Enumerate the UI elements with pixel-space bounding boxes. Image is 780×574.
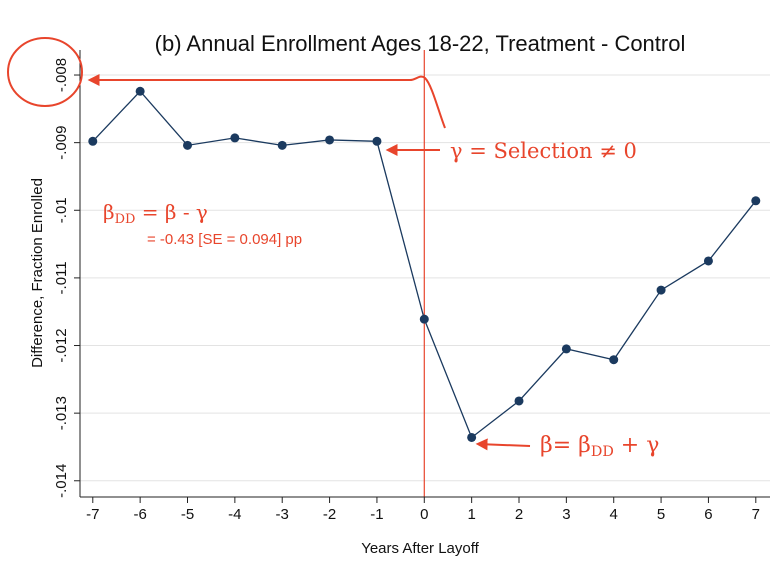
annotation-part: β= β	[540, 433, 591, 458]
x-tick-label: -4	[228, 506, 241, 523]
y-tick-label: -.014	[53, 464, 70, 498]
x-tick-label: -5	[181, 506, 194, 523]
marker	[751, 196, 761, 206]
marker	[561, 344, 571, 354]
chart-title: (b) Annual Enrollment Ages 18-22, Treatm…	[155, 31, 686, 56]
annotation-part: = β - γ	[135, 200, 207, 224]
highlight-circle	[7, 37, 83, 107]
y-tick-label: -.012	[53, 328, 70, 362]
marker	[467, 432, 477, 442]
grid	[80, 50, 770, 497]
arrow	[475, 438, 531, 451]
x-tick-label: 4	[610, 506, 618, 523]
plot-area	[80, 50, 770, 497]
y-axis-label: Difference, Fraction Enrolled	[29, 178, 46, 368]
marker	[135, 86, 145, 96]
x-tick-label: 7	[752, 506, 760, 523]
arrow	[87, 74, 446, 129]
y-tick-label: -.011	[53, 261, 70, 294]
x-tick-label: 2	[515, 506, 523, 523]
y-tick-label: -.01	[53, 197, 70, 223]
x-tick-label: 0	[420, 506, 428, 523]
x-tick-label: 3	[562, 506, 570, 523]
annotation-part: + γ	[614, 433, 660, 458]
x-tick-label: 1	[467, 506, 475, 523]
x-tick-label: -7	[86, 506, 99, 523]
x-tick-label: 6	[704, 506, 712, 523]
marker	[419, 314, 429, 324]
marker	[372, 136, 382, 146]
y-tick-label: -.013	[53, 396, 70, 430]
x-axis-label: Years After Layoff	[361, 540, 479, 557]
x-tick-label: -2	[323, 506, 336, 523]
x-tick-label: 5	[657, 506, 665, 523]
marker	[183, 140, 193, 150]
y-tick-label: -.008	[53, 58, 70, 92]
marker	[514, 396, 524, 406]
annotation: = -0.43 [SE = 0.094] pp	[147, 231, 302, 248]
x-tick-label: -3	[276, 506, 289, 523]
marker	[325, 135, 335, 145]
marker	[230, 133, 240, 143]
annotation: β= βDD + γ	[540, 433, 659, 460]
marker	[609, 355, 619, 365]
annotation-part: γ = Selection ≠ 0	[450, 139, 637, 163]
x-tick-label: -6	[133, 506, 146, 523]
annotation: βDD = β - γ	[103, 200, 208, 227]
series	[88, 86, 761, 442]
annotation-subscript: DD	[591, 444, 614, 460]
annotation-part: = -0.43 [SE = 0.094] pp	[147, 231, 302, 248]
decorations	[7, 37, 531, 451]
annotation: γ = Selection ≠ 0	[450, 139, 637, 163]
marker	[703, 256, 713, 266]
marker	[277, 140, 287, 150]
annotation-part: β	[103, 200, 115, 224]
marker	[656, 285, 666, 295]
marker	[88, 136, 98, 146]
y-tick-label: -.009	[53, 126, 70, 160]
annotation-subscript: DD	[115, 212, 136, 227]
x-tick-label: -1	[370, 506, 383, 523]
axes: -.014 -.013 -.012 -.011 -.01 -.009 -.008 -7 -6 -5…	[53, 50, 770, 523]
